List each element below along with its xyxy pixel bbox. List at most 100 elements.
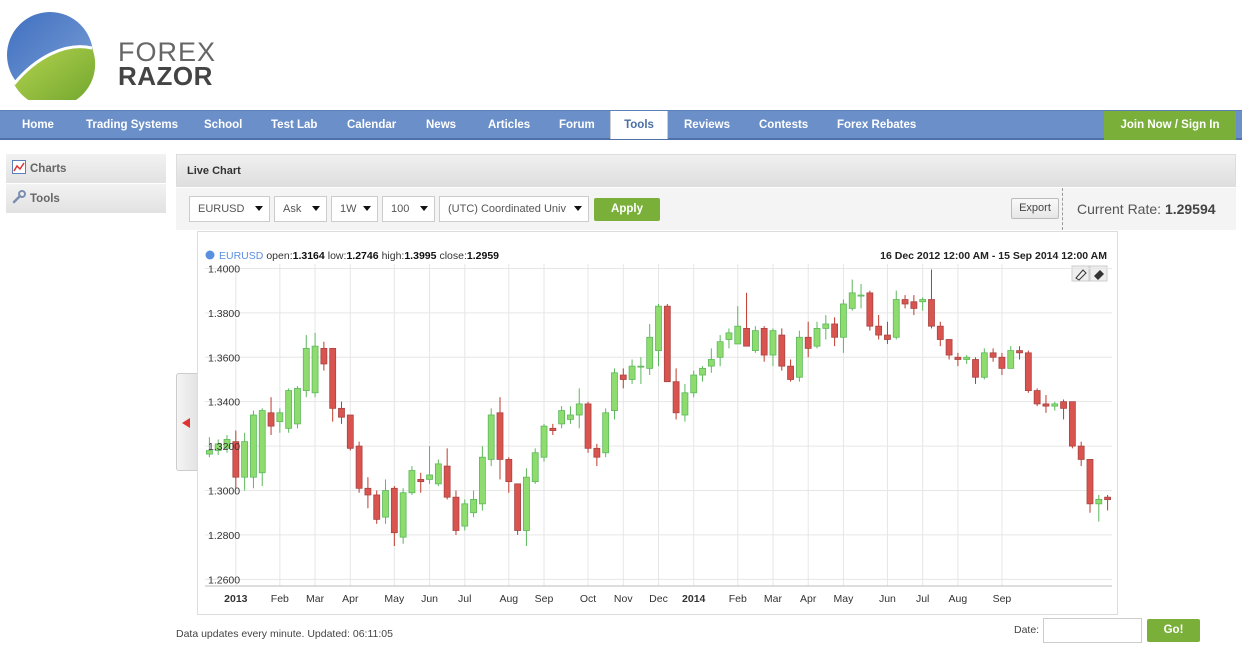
candle-body bbox=[769, 330, 777, 356]
candle-body bbox=[910, 301, 918, 309]
candle bbox=[549, 423, 557, 435]
candle-body bbox=[857, 294, 865, 297]
candle-body bbox=[637, 365, 645, 368]
x-tick-label: May bbox=[384, 593, 405, 605]
price-type-select[interactable]: Ask bbox=[274, 196, 327, 222]
candle bbox=[936, 321, 944, 347]
chevron-down-icon bbox=[574, 206, 582, 211]
date-label: Date: bbox=[1014, 624, 1040, 636]
candle-body bbox=[496, 412, 504, 460]
candle bbox=[1077, 441, 1085, 467]
nav-school[interactable]: School bbox=[204, 119, 243, 131]
candle bbox=[901, 295, 909, 309]
candle bbox=[223, 434, 231, 453]
x-tick-label: Apr bbox=[342, 593, 359, 605]
nav-forex-rebates[interactable]: Forex Rebates bbox=[837, 119, 917, 131]
export-button[interactable]: Export bbox=[1011, 198, 1059, 219]
join-sign-in-button[interactable]: Join Now / Sign In bbox=[1104, 111, 1236, 140]
x-tick-label: Aug bbox=[949, 593, 968, 605]
forex-razor-logo[interactable]: FOREX RAZOR bbox=[6, 12, 215, 100]
chevron-down-icon bbox=[363, 206, 371, 211]
sidebar-item-charts[interactable]: Charts bbox=[6, 154, 166, 184]
y-tick-label: 1.4000 bbox=[208, 263, 240, 275]
candle bbox=[434, 459, 442, 487]
apply-button[interactable]: Apply bbox=[594, 198, 660, 221]
candle bbox=[399, 488, 407, 544]
current-rate-value: 1.29594 bbox=[1164, 201, 1216, 217]
nav-calendar[interactable]: Calendar bbox=[347, 119, 397, 131]
nav-contests[interactable]: Contests bbox=[759, 119, 809, 131]
logo-line-1: FOREX bbox=[118, 37, 217, 67]
candle bbox=[760, 326, 768, 362]
candle bbox=[1051, 401, 1059, 411]
candle bbox=[804, 321, 812, 358]
y-tick-label: 1.2800 bbox=[208, 530, 240, 542]
date-input[interactable] bbox=[1043, 618, 1142, 643]
nav-trading-systems[interactable]: Trading Systems bbox=[86, 119, 179, 131]
collapse-sidebar-tab[interactable] bbox=[176, 373, 197, 471]
candle bbox=[258, 408, 266, 487]
timezone-select[interactable]: (UTC) Coordinated Univ bbox=[439, 196, 589, 222]
candle bbox=[910, 295, 918, 316]
candle-body bbox=[461, 503, 469, 527]
nav-reviews[interactable]: Reviews bbox=[684, 119, 731, 131]
chart-container[interactable]: EURUSD open:1.3164 low:1.2746 high:1.3995 cl… bbox=[197, 231, 1118, 615]
nav-tools[interactable]: Tools bbox=[610, 111, 668, 139]
candle bbox=[487, 408, 495, 467]
candle-body bbox=[628, 365, 636, 380]
candle-body bbox=[276, 412, 284, 423]
chart-icon bbox=[12, 160, 26, 174]
candle bbox=[505, 457, 513, 493]
nav-test-lab[interactable]: Test Lab bbox=[271, 119, 318, 131]
sidebar-item-label: Charts bbox=[30, 163, 67, 175]
candlestick-chart[interactable]: EURUSD open:1.3164 low:1.2746 high:1.3995 cl… bbox=[198, 232, 1119, 616]
candle bbox=[840, 299, 847, 353]
nav-articles[interactable]: Articles bbox=[488, 119, 531, 131]
nav-news[interactable]: News bbox=[426, 119, 457, 131]
candle bbox=[285, 388, 293, 433]
candle bbox=[214, 439, 222, 455]
update-note: Data updates every minute. Updated: 06:1… bbox=[176, 628, 393, 640]
period-select[interactable]: 1W bbox=[331, 196, 378, 222]
candle bbox=[795, 330, 803, 382]
candle-body bbox=[1104, 496, 1111, 501]
site-header: FOREX RAZOR bbox=[0, 0, 1242, 110]
candle-body bbox=[214, 443, 222, 451]
x-tick-label: Jul bbox=[458, 593, 471, 605]
candle bbox=[496, 397, 504, 480]
candle bbox=[822, 315, 830, 340]
candle bbox=[980, 348, 988, 380]
candle bbox=[584, 401, 592, 453]
candle-body bbox=[813, 328, 821, 347]
candle bbox=[452, 490, 460, 535]
sidebar-item-tools[interactable]: Tools bbox=[6, 184, 166, 214]
wrench-icon bbox=[12, 190, 26, 204]
symbol-select[interactable]: EURUSD bbox=[189, 196, 270, 222]
nav-home[interactable]: Home bbox=[22, 119, 54, 131]
x-tick-label: Mar bbox=[306, 593, 325, 605]
candle bbox=[276, 408, 284, 433]
candle-body bbox=[311, 345, 319, 394]
legend-symbol: EURUSD bbox=[219, 250, 264, 262]
current-rate-label: Current Rate: bbox=[1077, 201, 1162, 217]
count-select[interactable]: 100 bbox=[382, 196, 435, 222]
candle-body bbox=[1042, 403, 1050, 407]
candle-body bbox=[329, 347, 337, 409]
candle bbox=[707, 348, 715, 373]
candle-body bbox=[434, 463, 442, 485]
candle bbox=[382, 479, 389, 524]
x-tick-label: Dec bbox=[649, 593, 668, 605]
go-button[interactable]: Go! bbox=[1147, 619, 1200, 642]
candle bbox=[478, 446, 486, 511]
arrow-left-icon bbox=[182, 418, 190, 428]
legend-low: 1.2746 bbox=[346, 250, 378, 262]
candle-body bbox=[1033, 390, 1041, 405]
candle-body bbox=[619, 374, 627, 380]
nav-forum[interactable]: Forum bbox=[559, 119, 595, 131]
candle bbox=[637, 357, 645, 384]
live-chart-header: Live Chart bbox=[176, 154, 1236, 187]
legend-open-label: open: bbox=[266, 250, 292, 262]
candle bbox=[390, 486, 398, 547]
candle bbox=[734, 306, 742, 345]
candle bbox=[769, 328, 777, 367]
